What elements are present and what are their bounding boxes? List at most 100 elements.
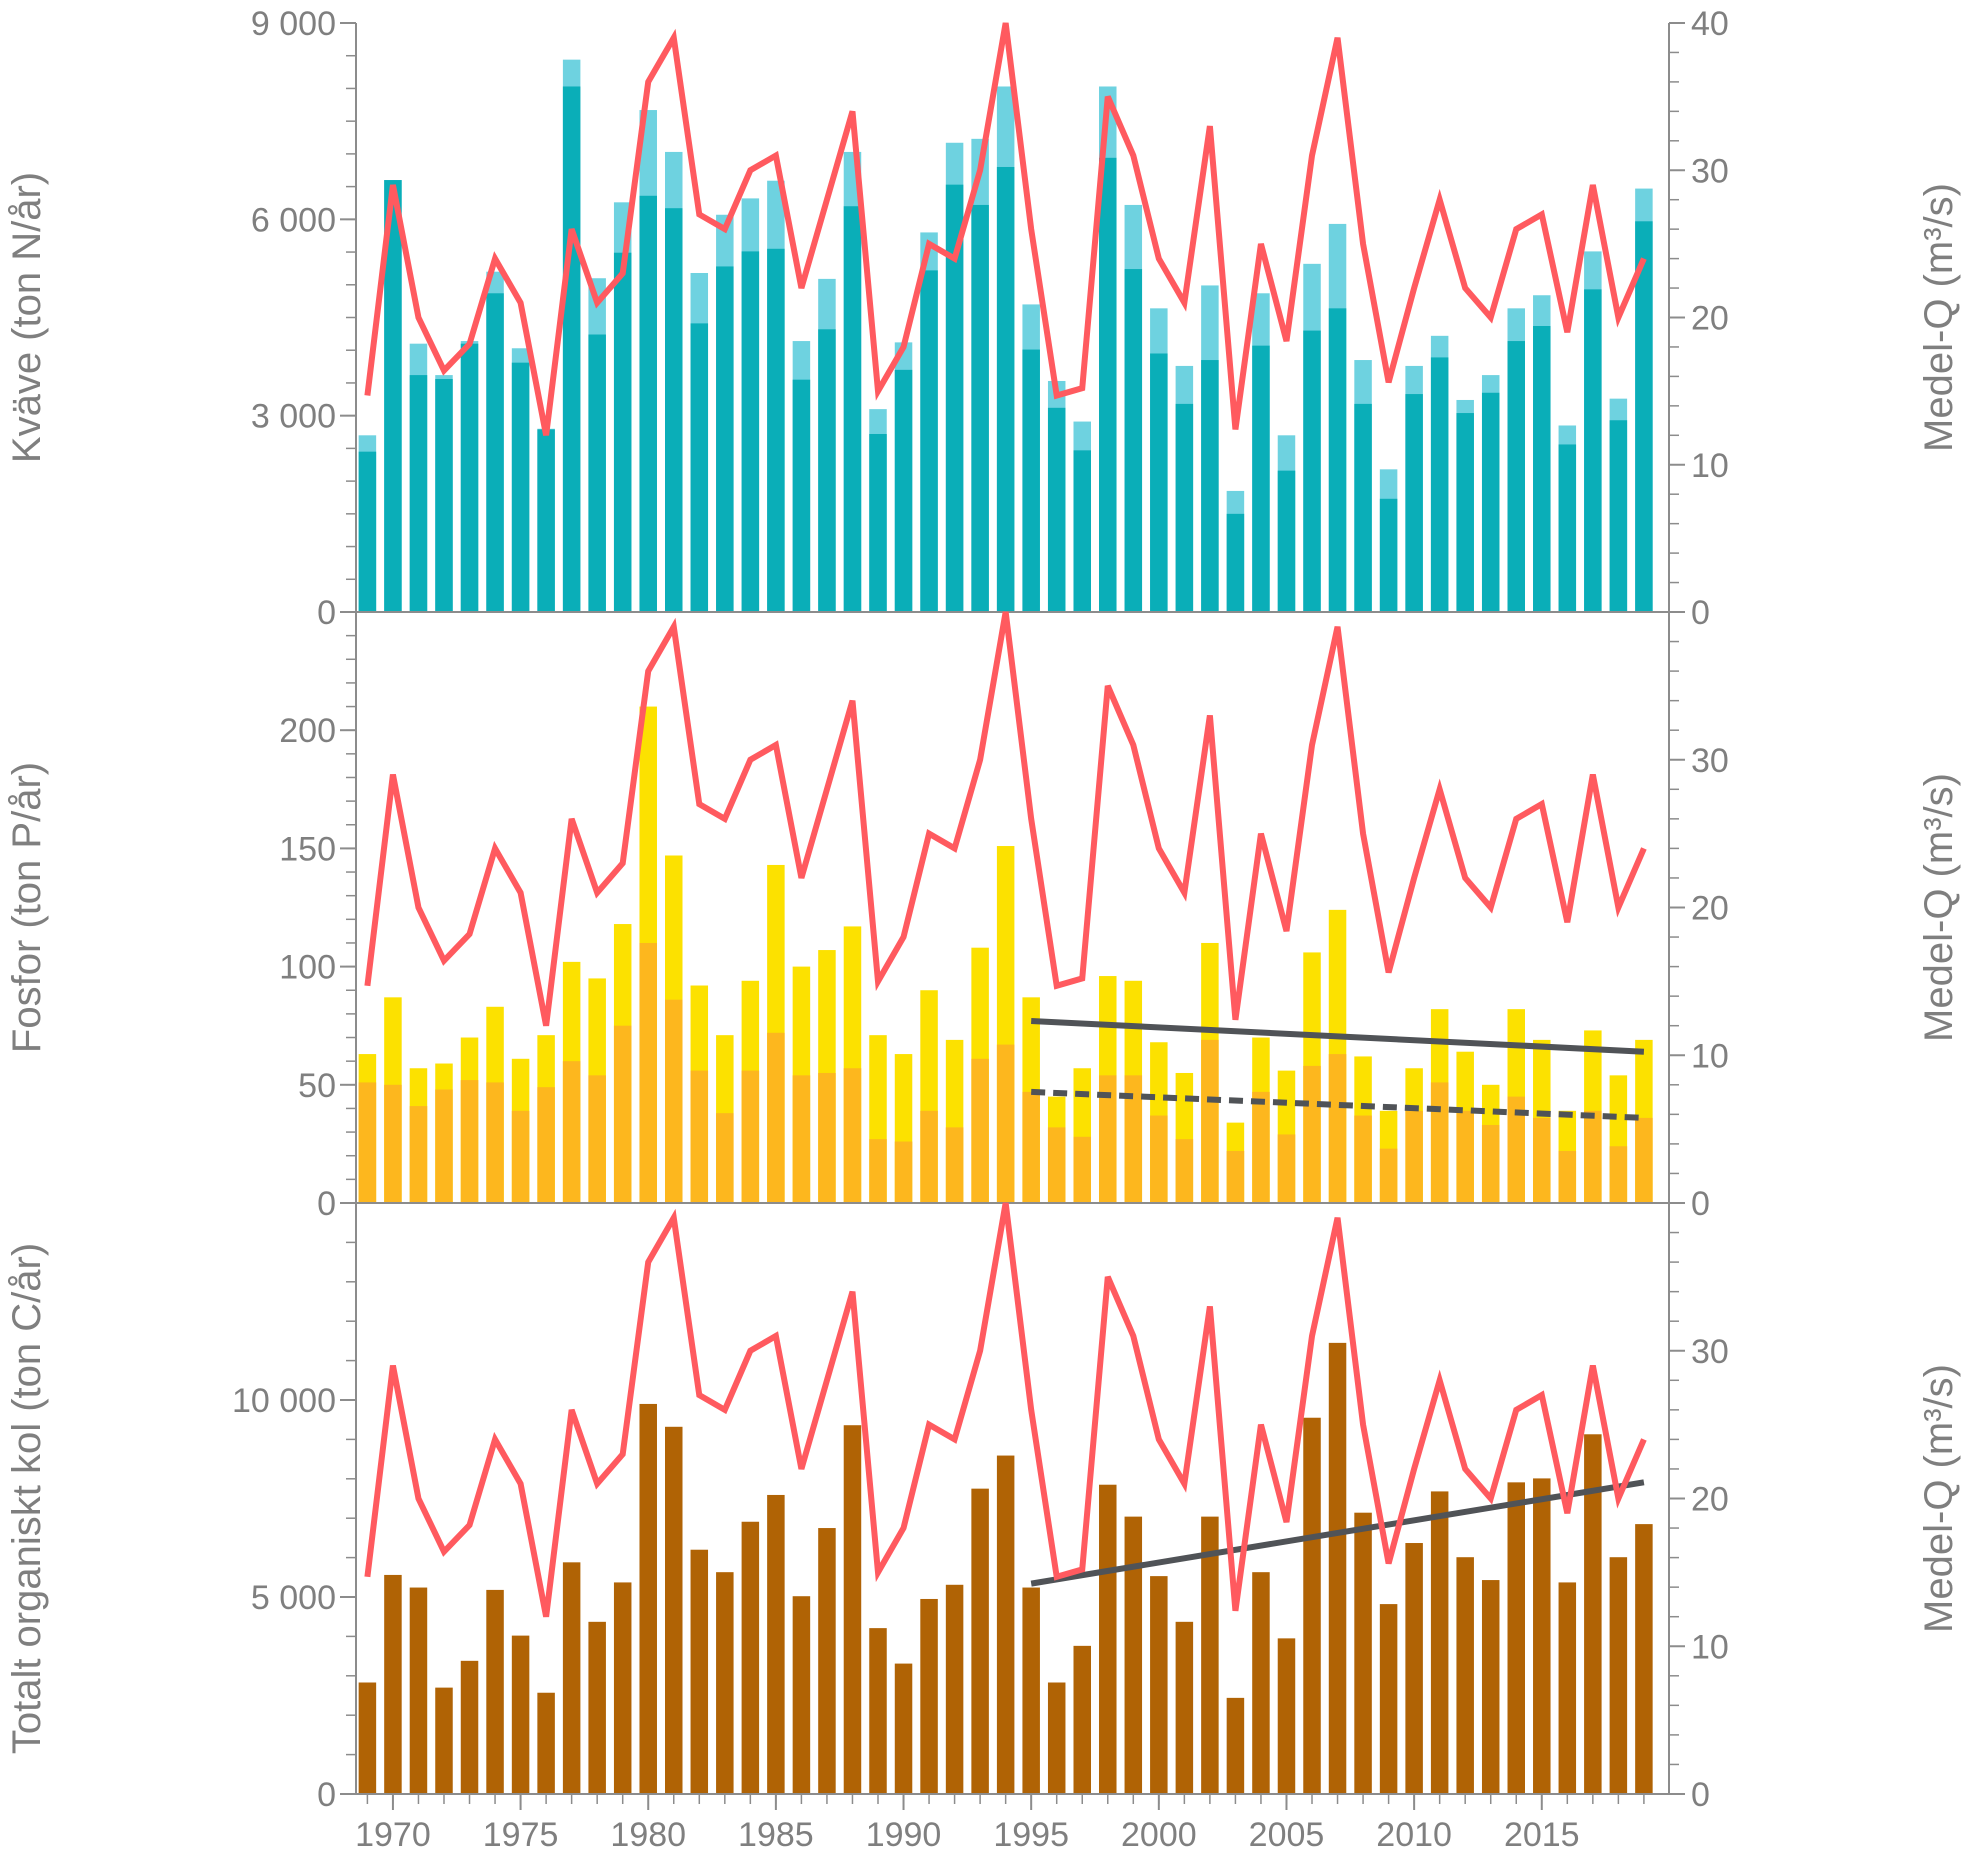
bar-2009 [1379,1148,1398,1203]
bar-2004 [1252,1091,1270,1203]
left-axis-title: Fosfor (ton P/år) [5,762,49,1053]
bar-1982 [690,1070,709,1203]
bar-1991 [920,1110,938,1203]
x-tick-label: 1985 [738,1816,814,1854]
bar-1993 [971,1058,989,1203]
right-tick-label: 40 [1691,5,1729,43]
bar-1997 [1073,1645,1091,1794]
left-tick-label: 6 000 [251,201,336,239]
bar-1988 [843,1425,862,1794]
x-tick-label: 2010 [1376,1816,1452,1854]
bar-2015 [1533,326,1551,612]
bar-1977 [562,1562,581,1794]
bar-1975 [511,1110,530,1203]
bar-1969 [358,1082,377,1203]
bar-2017 [1584,1110,1602,1203]
bar-1988 [843,206,862,612]
bar-2019 [1635,1524,1653,1794]
bar-1970 [384,1084,402,1203]
bar-1975 [511,1635,530,1794]
bar-2016 [1558,444,1577,612]
right-tick-label: 30 [1691,152,1729,190]
bar-1998 [1099,1075,1117,1203]
x-tick-label: 1980 [610,1816,686,1854]
bar-1979 [613,252,632,612]
bar-1980 [639,1403,657,1794]
bar-1971 [409,1587,428,1794]
bar-1971 [409,375,428,612]
bar-2016 [1558,1582,1577,1794]
bar-1992 [945,184,964,613]
trend-lower-line [1031,1088,1645,1121]
left-tick-label: 50 [298,1067,336,1105]
bar-1987 [818,1528,836,1794]
right-axis-title: Medel-Q (m³/s) [1917,183,1961,452]
bar-1983 [716,1113,734,1203]
bar-1970 [384,180,402,613]
left-tick-label: 100 [279,949,336,987]
x-tick-label: 1975 [483,1816,559,1854]
bar-1996 [1047,407,1066,612]
bar-2011 [1430,357,1449,612]
bar-2000 [1150,1576,1168,1794]
bar-2009 [1379,498,1398,612]
bar-2018 [1609,1557,1628,1794]
bar-1999 [1124,1075,1143,1203]
bar-2005 [1277,470,1296,612]
bar-1978 [588,1621,606,1794]
flow-line-medel-q [364,22,1647,436]
bar-1974 [486,1082,504,1203]
bar-1970 [384,1574,402,1794]
bar-1982 [690,1549,709,1794]
right-tick-label: 30 [1691,1333,1729,1371]
bar-2001 [1175,1139,1194,1203]
bar-1990 [894,369,913,612]
flow-line-medel-q [364,611,1647,1027]
left-axis-title: Kväve (ton N/år) [5,172,49,463]
bar-2005 [1277,1638,1296,1794]
bar-2015 [1533,1117,1551,1203]
bar-1987 [818,329,836,612]
bar-1993 [971,1488,989,1794]
bar-2007 [1328,308,1347,612]
bar-1982 [690,323,709,612]
bar-1997 [1073,1136,1091,1203]
bar-2011 [1430,1491,1449,1794]
bar-1973 [460,343,479,612]
right-tick-label: 0 [1691,1776,1710,1814]
panel-1: 0 3 000 6 000 9 000 0 10 20 30 40 Kväve (ton N/år… [5,5,1961,632]
bar-2002 [1201,1039,1219,1203]
bar-2002 [1201,360,1219,612]
left-tick-label: 0 [317,1185,336,1223]
bar-2000 [1150,1115,1168,1203]
bar-2019 [1635,1117,1653,1203]
right-tick-label: 30 [1691,742,1729,780]
x-tick-label: 1970 [355,1816,431,1854]
bar-1996 [1047,1682,1066,1794]
bar-1986 [792,379,811,612]
left-tick-label: 200 [279,712,336,750]
bar-2004 [1252,345,1270,612]
bar-1969 [358,1682,377,1794]
bar-2010 [1405,1110,1423,1203]
bar-1999 [1124,1516,1143,1794]
bar-1986 [792,1075,811,1203]
bar-1991 [920,270,938,612]
bar-2010 [1405,1543,1423,1794]
bar-1986 [792,1596,811,1794]
bar-1992 [945,1127,964,1203]
trend-toc-line [1030,1479,1645,1587]
bar-2009 [1379,1604,1398,1794]
bar-2001 [1175,1621,1194,1794]
bar-2008 [1354,1115,1372,1203]
bar-1985 [767,248,785,613]
left-tick-label: 3 000 [251,398,336,436]
bar-1999 [1124,269,1143,612]
x-tick-label: 1995 [993,1816,1069,1854]
bar-1991 [920,1598,938,1794]
bar-1995 [1022,1587,1040,1794]
left-tick-label: 5 000 [251,1579,336,1617]
bar-2012 [1456,413,1474,612]
x-tick-label: 1990 [866,1816,942,1854]
left-tick-label: 150 [279,830,336,868]
